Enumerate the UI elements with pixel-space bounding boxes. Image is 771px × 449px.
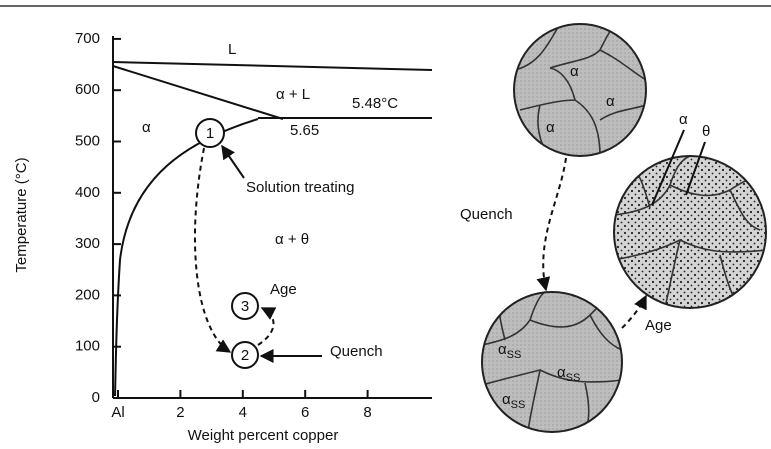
y-tick-label: 400 (75, 184, 100, 201)
y-title: Temperature (°C) (13, 157, 30, 272)
grain-symbol: α (498, 341, 507, 358)
x-tick-label: Al (111, 404, 124, 421)
eutectic-comp: 5.65 (290, 122, 319, 139)
quench-arrow (543, 158, 566, 290)
region-label: α + L (276, 86, 310, 103)
grain-label: α (606, 93, 615, 110)
y-tick-label: 0 (92, 389, 100, 406)
grain-label: α (546, 119, 555, 136)
x-tick-label: 2 (176, 404, 184, 421)
y-tick-label: 600 (75, 81, 100, 98)
annotation: Quench (460, 206, 513, 223)
y-tick-label: 300 (75, 235, 100, 252)
figure: Temperature (°C) Weight percent copper L… (0, 0, 771, 449)
grain-subscript: SS (507, 349, 522, 361)
phase-label: α (679, 111, 688, 128)
step-number: 1 (206, 125, 214, 142)
step-number: 2 (241, 347, 249, 364)
y-tick-label: 700 (75, 30, 100, 47)
y-tick-label: 500 (75, 132, 100, 149)
y-tick-label: 100 (75, 338, 100, 355)
step-number: 3 (241, 298, 249, 315)
age-arrow (622, 296, 646, 328)
liquidus-top (113, 62, 432, 70)
y-tick-label: 200 (75, 286, 100, 303)
annotation: Age (270, 281, 297, 298)
grain-symbol: α (557, 364, 566, 381)
x-title: Weight percent copper (188, 427, 339, 444)
region-label: α (142, 119, 151, 136)
axes (113, 36, 432, 398)
age-path (258, 308, 274, 345)
annotation: Age (645, 317, 672, 334)
region-label: α + θ (275, 231, 309, 248)
arrow (222, 146, 244, 178)
grain-symbol: α (502, 391, 511, 408)
x-tick-label: 6 (301, 404, 309, 421)
x-tick-label: 4 (239, 404, 247, 421)
quench-path (195, 148, 230, 352)
grain-label: α (570, 63, 579, 80)
region-label: L (228, 41, 236, 58)
annotation: Quench (330, 343, 383, 360)
grain-subscript: SS (566, 372, 581, 384)
liquidus (113, 66, 283, 119)
x-tick-label: 8 (363, 404, 371, 421)
eutectic-temp: 5.48°C (352, 95, 398, 112)
grain-subscript: SS (511, 399, 526, 411)
annotation: Solution treating (246, 179, 354, 196)
phase-label: θ (702, 123, 710, 140)
